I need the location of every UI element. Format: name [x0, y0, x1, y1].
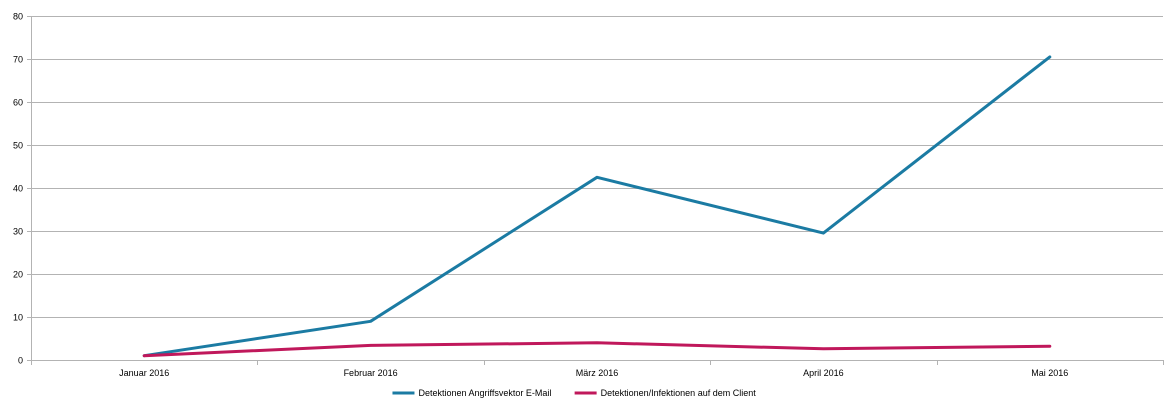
y-axis-tick-labels: 0 10 20 30 40 50 60 70 80 — [13, 12, 23, 366]
series-line-1 — [142, 55, 1052, 358]
x-tick-label: März 2016 — [576, 368, 619, 378]
legend-label: Detektionen/Infektionen auf dem Client — [601, 388, 757, 398]
x-tick-label: Mai 2016 — [1031, 368, 1068, 378]
data-point — [822, 231, 825, 235]
data-point — [1048, 345, 1052, 348]
x-tick-label: April 2016 — [803, 368, 844, 378]
y-tick-label: 60 — [13, 98, 23, 108]
x-axis-tick-labels: Januar 2016 Februar 2016 März 2016 April 20… — [119, 368, 1068, 378]
y-tick-label: 80 — [13, 12, 23, 22]
y-tick-label: 70 — [13, 55, 23, 65]
y-tick-label: 30 — [13, 227, 23, 237]
data-point — [143, 354, 146, 357]
data-point — [595, 341, 599, 344]
data-point — [822, 347, 825, 350]
y-tick-label: 20 — [13, 270, 23, 280]
series-lines — [142, 55, 1052, 358]
data-point — [369, 344, 372, 347]
legend: Detektionen Angriffsvektor E-Mail Detekti… — [392, 388, 756, 398]
legend-item: Detektionen Angriffsvektor E-Mail — [392, 388, 551, 398]
axes — [27, 16, 1164, 365]
x-tick-label: Februar 2016 — [344, 368, 398, 378]
y-tick-label: 0 — [18, 356, 23, 366]
y-tick-label: 10 — [13, 313, 23, 323]
data-point — [369, 320, 372, 323]
data-point — [595, 176, 599, 179]
legend-label: Detektionen Angriffsvektor E-Mail — [418, 388, 551, 398]
y-tick-label: 40 — [13, 184, 23, 194]
legend-item: Detektionen/Infektionen auf dem Client — [574, 388, 757, 398]
data-point — [1048, 55, 1052, 59]
y-tick-label: 50 — [13, 141, 23, 151]
x-tick-label: Januar 2016 — [119, 368, 169, 378]
grid-lines — [31, 16, 1163, 361]
series-line-2 — [142, 341, 1052, 358]
